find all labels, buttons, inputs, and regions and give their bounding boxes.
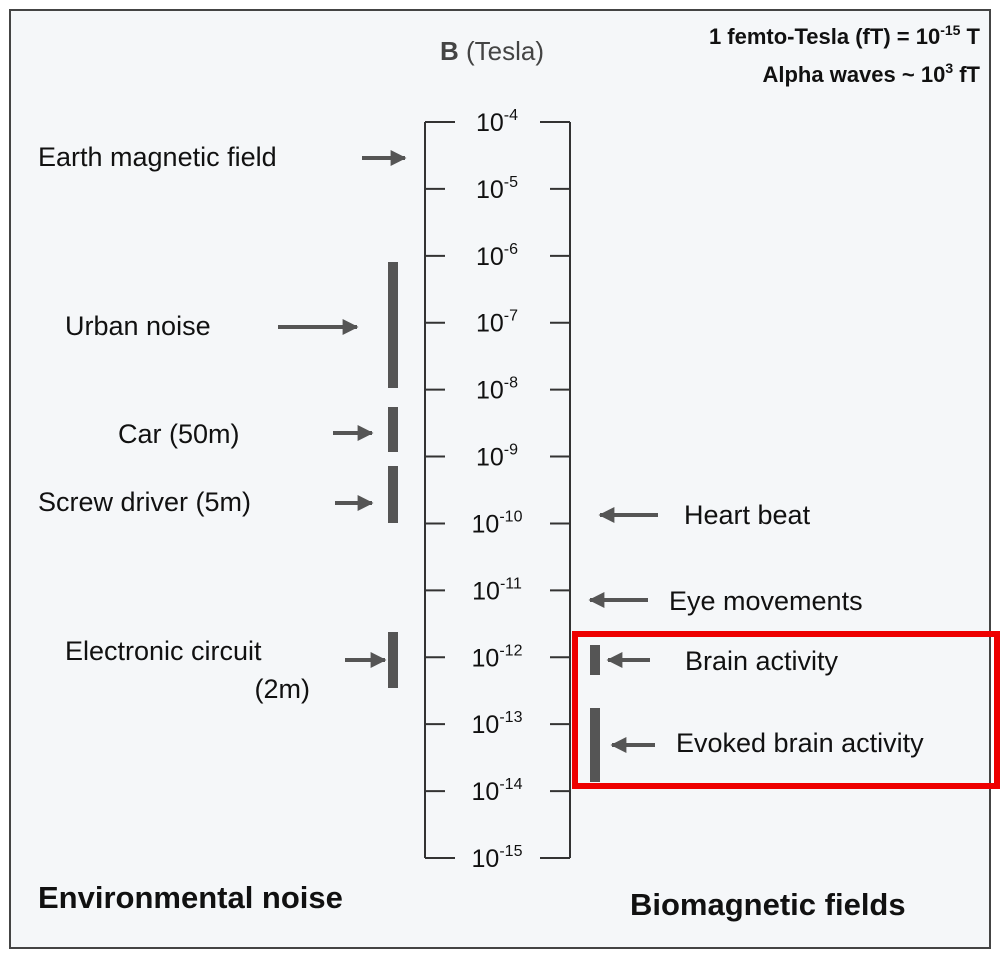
tick-label: 10-5 bbox=[476, 174, 518, 204]
tick-label: 10-11 bbox=[472, 575, 522, 605]
tick-base: 10 bbox=[476, 377, 504, 405]
tick-base: 10 bbox=[476, 243, 504, 271]
axis-symbol: B bbox=[440, 36, 459, 66]
tick-exp: -5 bbox=[504, 174, 518, 191]
range-bar bbox=[388, 262, 398, 388]
tick-exp: -15 bbox=[499, 843, 522, 860]
tick-exp: -4 bbox=[504, 107, 518, 124]
note-text: 1 femto-Tesla (fT) = 10 bbox=[709, 24, 940, 49]
label: (2m) bbox=[255, 674, 311, 704]
tick-base: 10 bbox=[472, 711, 500, 739]
range-bar bbox=[388, 466, 398, 523]
note-text: fT bbox=[953, 62, 980, 87]
tick-label: 10-7 bbox=[476, 308, 518, 338]
label: Evoked brain activity bbox=[676, 728, 924, 758]
highlight-box bbox=[572, 631, 1000, 789]
tick-label: 10-10 bbox=[472, 508, 523, 538]
tick-label: 10-12 bbox=[472, 642, 523, 672]
note: 1 femto-Tesla (fT) = 10-15 T bbox=[709, 22, 981, 49]
tick-exp: -14 bbox=[499, 776, 522, 793]
label: Heart beat bbox=[684, 500, 811, 530]
range-bar bbox=[590, 708, 600, 782]
tick-base: 10 bbox=[472, 644, 500, 672]
note-text: T bbox=[960, 24, 980, 49]
tick-exp: -11 bbox=[500, 575, 522, 592]
label: Urban noise bbox=[65, 311, 211, 341]
tick-label: 10-6 bbox=[476, 241, 518, 271]
tick-base: 10 bbox=[476, 176, 504, 204]
tick-label: 10-13 bbox=[472, 709, 523, 739]
tick-base: 10 bbox=[476, 310, 504, 338]
note: Alpha waves ~ 103 fT bbox=[762, 60, 980, 87]
label: Car (50m) bbox=[118, 419, 240, 449]
section-title: Environmental noise bbox=[38, 880, 343, 915]
tick-label: 10-8 bbox=[476, 375, 518, 405]
tick-exp: -8 bbox=[504, 375, 518, 392]
tick-exp: -12 bbox=[499, 642, 522, 659]
note-exp: -15 bbox=[940, 22, 960, 38]
label: Brain activity bbox=[685, 646, 839, 676]
tick-exp: -9 bbox=[504, 442, 518, 459]
label: Earth magnetic field bbox=[38, 142, 277, 172]
tick-label: 10-14 bbox=[472, 776, 523, 806]
tick-label: 10-4 bbox=[476, 107, 518, 137]
tick-exp: -10 bbox=[499, 508, 522, 525]
label: Screw driver (5m) bbox=[38, 487, 251, 517]
tick-label: 10-9 bbox=[476, 442, 518, 472]
range-bar bbox=[388, 632, 398, 688]
axis-title: B (Tesla) bbox=[440, 36, 544, 66]
label: Electronic circuit bbox=[65, 636, 262, 666]
frame bbox=[9, 9, 991, 949]
range-bar bbox=[590, 645, 600, 675]
bars bbox=[388, 262, 600, 782]
arrows bbox=[278, 150, 658, 753]
section-title: Biomagnetic fields bbox=[630, 887, 906, 922]
tick-base: 10 bbox=[472, 845, 500, 873]
note-text: Alpha waves ~ 10 bbox=[762, 62, 945, 87]
tick-exp: -6 bbox=[504, 241, 518, 258]
tick-exp: -13 bbox=[499, 709, 522, 726]
note-exp: 3 bbox=[945, 60, 953, 76]
tick-exp: -7 bbox=[504, 308, 518, 325]
axis-unit: (Tesla) bbox=[466, 36, 544, 66]
tick-base: 10 bbox=[476, 444, 504, 472]
tick-base: 10 bbox=[476, 109, 504, 137]
tick-base: 10 bbox=[472, 577, 500, 605]
tick-label: 10-15 bbox=[472, 843, 523, 873]
tick-base: 10 bbox=[472, 510, 500, 538]
label: Eye movements bbox=[669, 586, 863, 616]
tick-base: 10 bbox=[472, 778, 500, 806]
range-bar bbox=[388, 407, 398, 452]
